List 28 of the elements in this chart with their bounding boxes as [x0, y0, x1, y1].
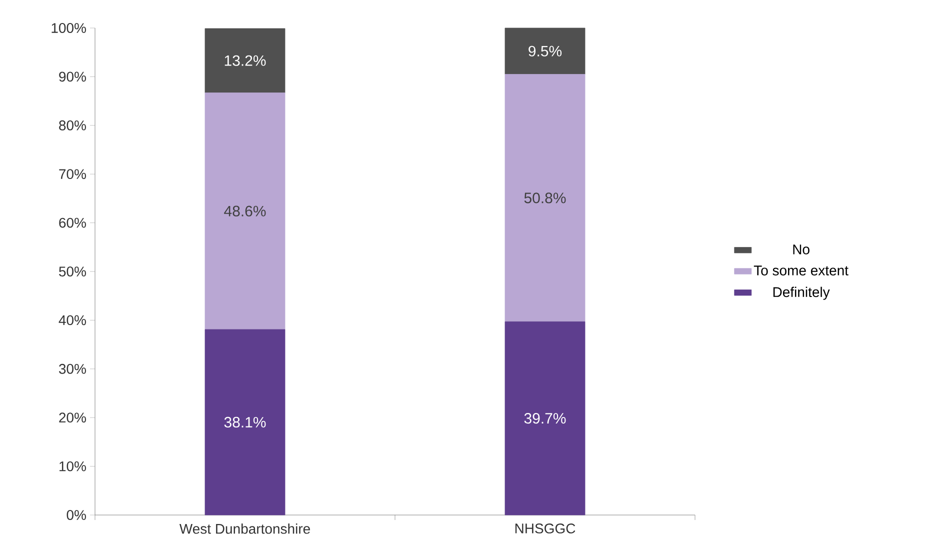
y-tick-label: 10%: [60, 461, 86, 472]
y-tick-label: 20%: [59, 412, 86, 423]
x-tick-label: West Dunbartonshire: [179, 524, 310, 534]
data-label: 13.2%: [224, 55, 266, 66]
bar: [204, 92, 286, 330]
legend-label: Definitely: [773, 286, 830, 300]
y-tick-label: 100%: [52, 23, 86, 33]
bar: [504, 321, 586, 516]
y-tick-label: 50%: [59, 266, 86, 276]
data-label: 38.1%: [224, 416, 266, 428]
y-tick-label: 60%: [59, 218, 86, 228]
data-label: 9.5%: [528, 46, 562, 56]
y-tick-label: 40%: [58, 315, 86, 326]
y-tick-label: 30%: [58, 364, 86, 374]
y-tick-label: 0%: [66, 510, 86, 520]
bar: [204, 329, 286, 516]
text: No: [793, 244, 810, 254]
y-tick-label: 80%: [59, 120, 86, 130]
bar: [504, 28, 586, 74]
data-label: 48.6%: [224, 206, 266, 216]
data-label: 39.7%: [524, 413, 566, 424]
x-tick-label: NHSGGC: [515, 524, 576, 534]
legend-label: To some extent: [754, 266, 848, 276]
y-tick-label: 70%: [59, 169, 86, 180]
y-tick-label: 90%: [59, 72, 86, 82]
bar: [504, 74, 586, 322]
data-label: 50.8%: [524, 192, 566, 204]
bar: [204, 28, 286, 93]
